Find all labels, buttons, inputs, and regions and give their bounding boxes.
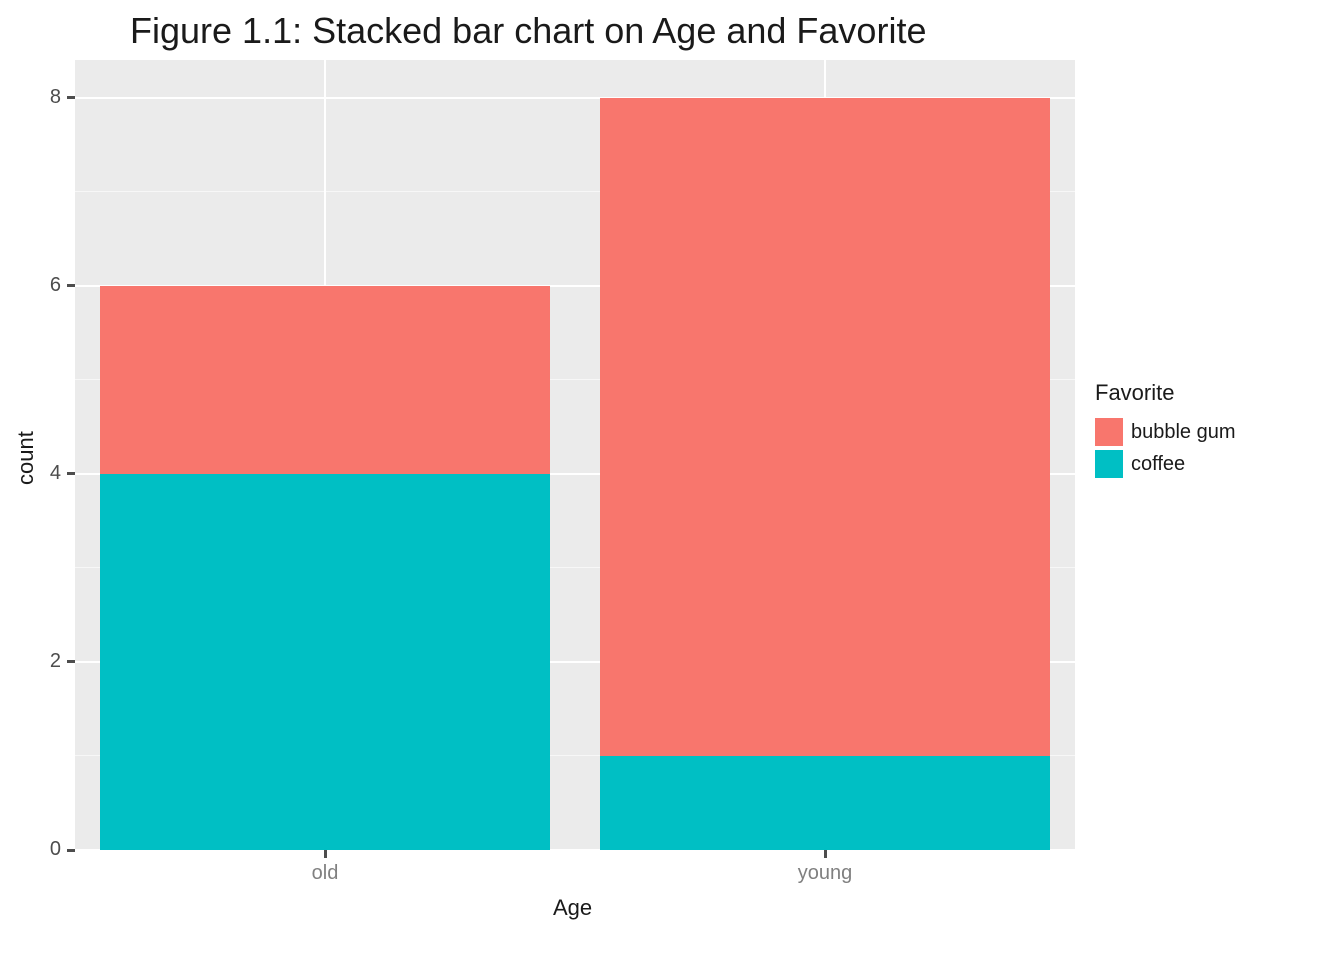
ytick-mark — [67, 472, 75, 475]
plot-panel — [75, 60, 1075, 850]
legend-swatch — [1095, 450, 1123, 478]
ytick-mark — [67, 284, 75, 287]
x-axis-label: Age — [553, 895, 592, 921]
xtick-mark — [824, 850, 827, 858]
bar-segment — [600, 756, 1050, 850]
bar-segment — [100, 286, 550, 474]
legend-label: coffee — [1131, 453, 1185, 476]
figure: Figure 1.1: Stacked bar chart on Age and… — [0, 0, 1344, 960]
legend-item: coffee — [1095, 448, 1236, 480]
bar-segment — [600, 98, 1050, 756]
legend-swatch — [1095, 418, 1123, 446]
ytick-label: 4 — [25, 462, 61, 485]
ytick-label: 2 — [25, 650, 61, 673]
bar-segment — [100, 474, 550, 850]
ytick-label: 6 — [25, 274, 61, 297]
ytick-label: 8 — [25, 86, 61, 109]
legend-title: Favorite — [1095, 380, 1236, 406]
legend: Favorite bubble gum coffee — [1095, 380, 1236, 480]
ytick-mark — [67, 660, 75, 663]
xtick-label: young — [765, 862, 885, 885]
legend-item: bubble gum — [1095, 416, 1236, 448]
xtick-label: old — [265, 862, 385, 885]
legend-label: bubble gum — [1131, 421, 1236, 444]
chart-title: Figure 1.1: Stacked bar chart on Age and… — [130, 10, 926, 52]
ytick-mark — [67, 96, 75, 99]
xtick-mark — [324, 850, 327, 858]
ytick-label: 0 — [25, 838, 61, 861]
ytick-mark — [67, 849, 75, 852]
